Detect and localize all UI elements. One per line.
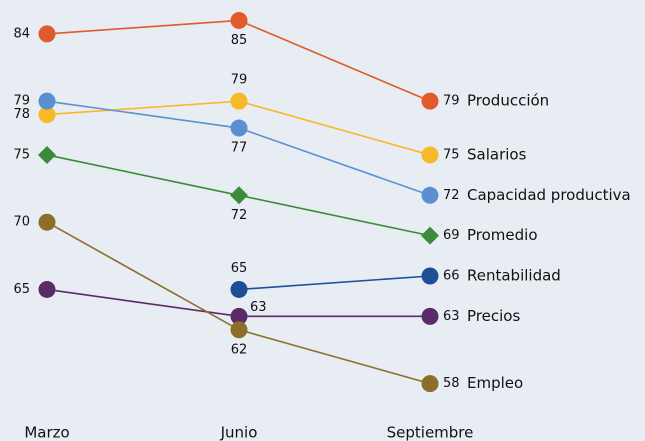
value-label: 79 xyxy=(443,94,460,109)
value-label: 70 xyxy=(13,215,30,230)
value-label: 65 xyxy=(13,282,30,297)
series-name: Salarios xyxy=(467,145,527,163)
marker xyxy=(38,25,56,43)
x-tick-label: Junio xyxy=(220,424,258,441)
series-name: Producción xyxy=(467,92,549,110)
series-name: Capacidad productiva xyxy=(467,186,631,204)
series-name: Rentabilidad xyxy=(467,267,561,285)
value-label: 85 xyxy=(231,33,248,48)
value-label: 77 xyxy=(231,141,248,156)
marker xyxy=(421,267,439,285)
value-label: 66 xyxy=(443,269,460,284)
line xyxy=(238,275,431,291)
marker xyxy=(421,375,439,393)
marker xyxy=(230,92,248,110)
value-label: 72 xyxy=(231,208,248,223)
x-tick-label: Marzo xyxy=(24,424,69,441)
marker xyxy=(421,226,439,245)
value-label: 62 xyxy=(231,342,248,357)
value-label: 69 xyxy=(443,228,460,243)
marker xyxy=(230,119,248,137)
series-name: Precios xyxy=(467,307,520,325)
value-label: 58 xyxy=(443,376,460,391)
value-label: 84 xyxy=(13,26,30,41)
marker xyxy=(38,213,56,231)
value-label: 63 xyxy=(443,309,460,324)
marker xyxy=(230,321,248,339)
value-label: 79 xyxy=(231,73,248,88)
value-label: 79 xyxy=(13,94,30,109)
value-label: 75 xyxy=(13,147,30,162)
marker xyxy=(38,106,56,124)
marker xyxy=(421,307,439,325)
marker xyxy=(421,92,439,110)
marker xyxy=(230,280,248,298)
series-name: Empleo xyxy=(467,374,523,392)
marker xyxy=(38,280,56,298)
value-label: 72 xyxy=(443,188,460,203)
value-label: 78 xyxy=(13,107,30,122)
marker xyxy=(38,92,56,110)
marker xyxy=(421,146,439,164)
marker xyxy=(230,186,248,205)
marker xyxy=(230,11,248,29)
line xyxy=(46,221,431,385)
value-label: 65 xyxy=(231,261,248,276)
x-tick-label: Septiembre xyxy=(387,424,474,441)
marker xyxy=(230,307,248,325)
marker xyxy=(421,186,439,204)
value-label: 75 xyxy=(443,147,460,162)
series-name: Promedio xyxy=(467,226,538,244)
marker xyxy=(38,145,56,164)
value-label: 63 xyxy=(250,300,267,315)
